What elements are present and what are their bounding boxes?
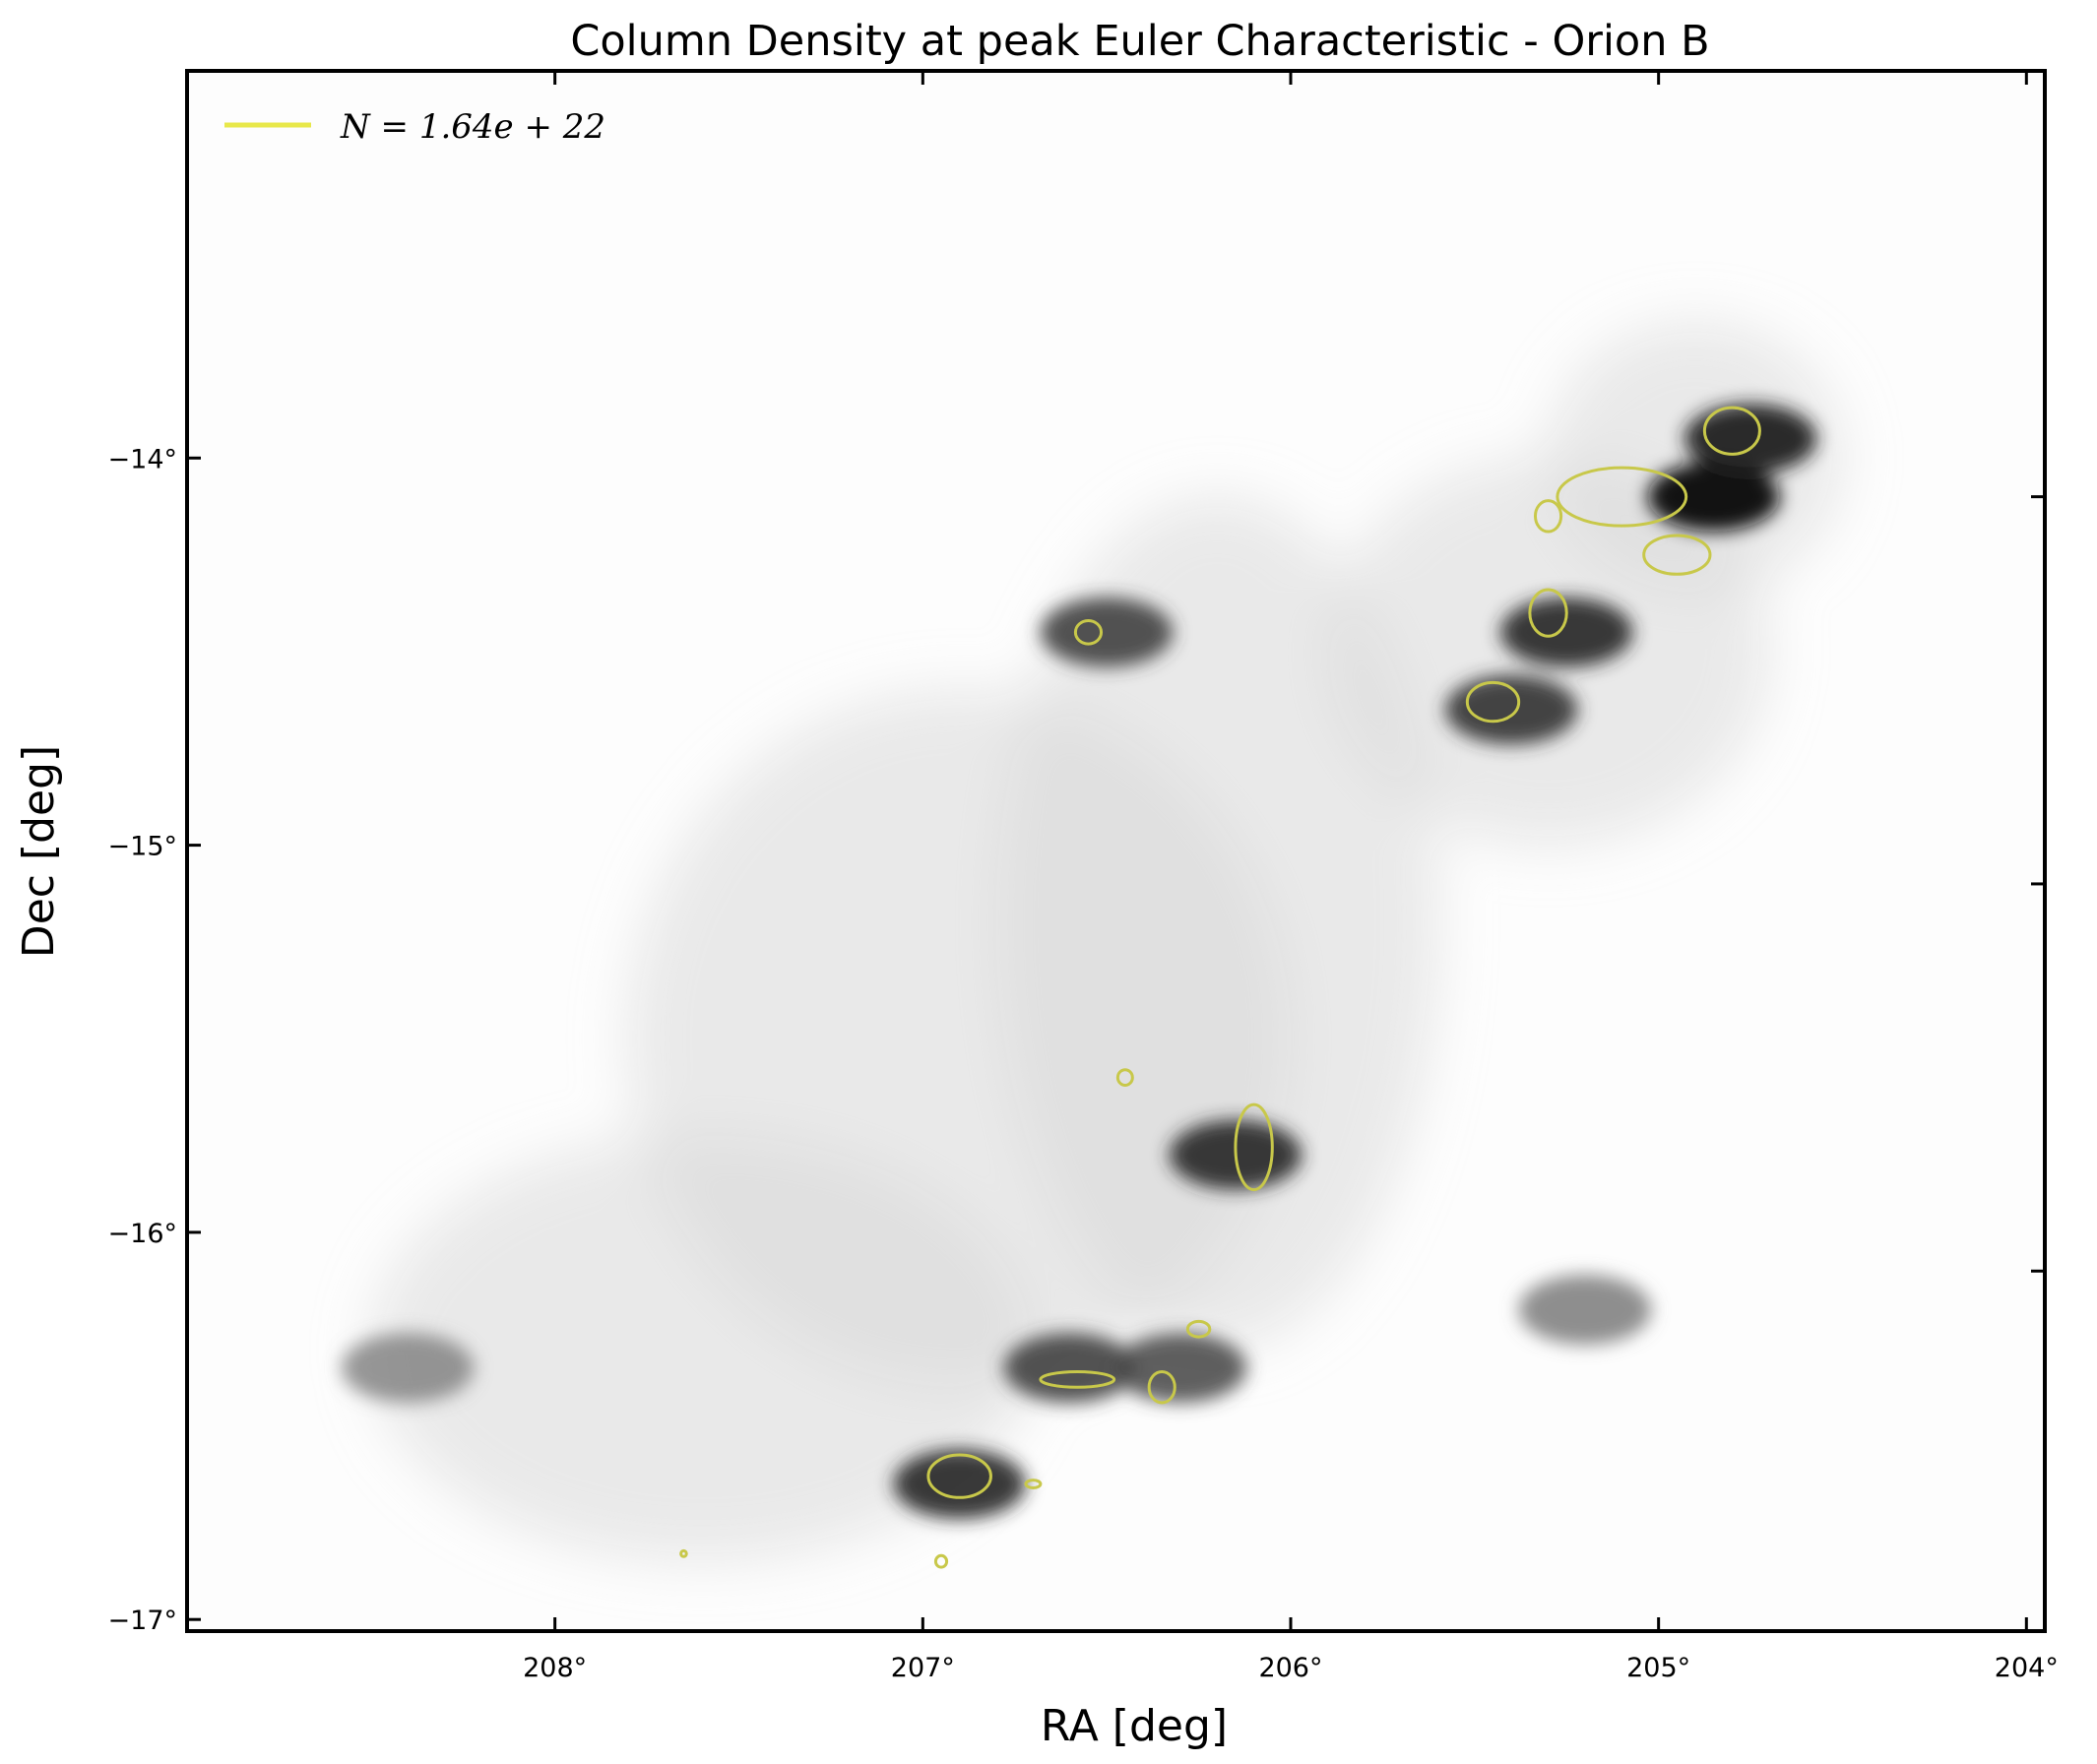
y-tick-label: −16° <box>108 1219 177 1249</box>
contour-line <box>1533 499 1563 534</box>
dense-region <box>893 1449 1026 1519</box>
y-tick-label: −17° <box>108 1606 177 1636</box>
dense-region <box>1684 404 1817 474</box>
contour-line <box>1528 588 1568 638</box>
x-tick-label: 205° <box>1626 1653 1690 1683</box>
diffuse-region <box>996 496 1438 1349</box>
plot-area <box>185 69 2047 1633</box>
contour-line <box>933 1553 949 1569</box>
contour-line <box>1642 534 1712 576</box>
contour-line <box>1185 1319 1212 1339</box>
contour-line <box>1039 1369 1116 1389</box>
legend-label: N = 1.64e + 22 <box>340 107 605 147</box>
dense-region <box>1518 1275 1652 1345</box>
chart-title: Column Density at peak Euler Characteris… <box>570 17 1709 66</box>
contour-line <box>1702 406 1761 456</box>
legend: N = 1.64e + 22 <box>224 107 605 147</box>
dense-region <box>341 1333 475 1403</box>
contour-line <box>926 1453 992 1499</box>
x-axis-label: RA [deg] <box>1041 1701 1228 1751</box>
dense-region <box>1040 597 1174 667</box>
contour-line <box>1147 1369 1176 1405</box>
contour-line <box>1465 680 1521 724</box>
column-density-map <box>341 322 1843 1562</box>
diffuse-emission <box>370 322 1843 1562</box>
contour-line <box>1024 1479 1043 1489</box>
contour-line <box>1234 1102 1274 1192</box>
plot-frame <box>185 69 2047 1633</box>
axis-ticks: 208° 207° 206° 205° 204° −14° −15° −16° −17° <box>108 71 2059 1683</box>
dense-region <box>1499 597 1633 667</box>
dense-region <box>1444 674 1578 745</box>
x-tick-label: 204° <box>1995 1653 2059 1683</box>
y-tick-label: −14° <box>108 444 177 474</box>
dense-region <box>1113 1333 1247 1403</box>
x-tick-label: 207° <box>891 1653 955 1683</box>
y-axis-label: Dec [deg] <box>14 745 64 958</box>
contour-line <box>679 1548 688 1558</box>
contour-line <box>1073 618 1104 646</box>
contour-line <box>1115 1068 1134 1087</box>
x-tick-label: 206° <box>1258 1653 1322 1683</box>
y-tick-label: −15° <box>108 832 177 862</box>
dense-region <box>1647 462 1780 533</box>
contour-layer <box>679 406 1761 1569</box>
x-tick-label: 208° <box>523 1653 587 1683</box>
contour-line <box>1556 466 1688 528</box>
